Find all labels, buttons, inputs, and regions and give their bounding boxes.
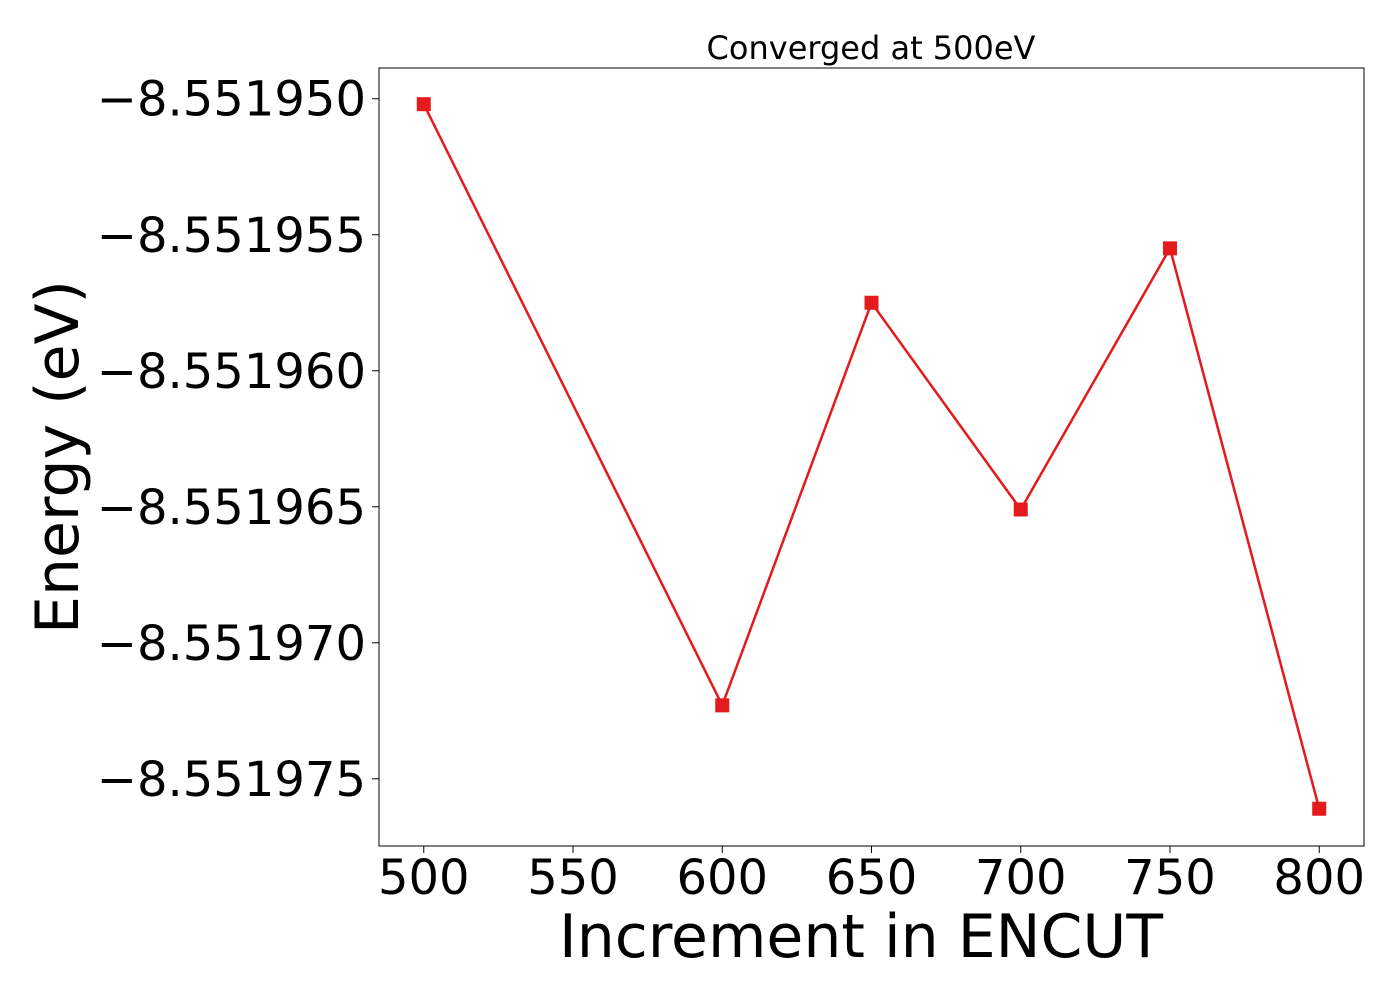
chart-title: Converged at 500eV <box>707 29 1036 67</box>
y-tick-label: −8.551955 <box>97 208 366 264</box>
y-tick-label: −8.551950 <box>97 72 366 128</box>
x-tick-label: 800 <box>1273 850 1365 906</box>
y-tick-label: −8.551970 <box>97 616 366 672</box>
x-tick-label: 600 <box>676 850 768 906</box>
y-tick-label: −8.551975 <box>97 752 366 808</box>
data-point-marker <box>1162 241 1177 256</box>
y-tick-label: −8.551960 <box>97 344 366 400</box>
data-point-marker <box>1312 801 1327 816</box>
x-tick-label: 700 <box>975 850 1067 906</box>
series-layer <box>416 97 1327 816</box>
x-tick-label: 550 <box>527 850 619 906</box>
x-tick-label: 650 <box>826 850 918 906</box>
y-tick-label: −8.551965 <box>97 480 366 536</box>
y-axis-label: Energy (eV) <box>23 280 93 634</box>
y-axis-ticks: −8.551950 −8.551955 −8.551960 −8.551965 −8.5… <box>97 72 379 808</box>
x-tick-label: 500 <box>378 850 470 906</box>
data-point-marker <box>1013 502 1028 517</box>
x-axis-label: Increment in ENCUT <box>559 902 1163 972</box>
data-point-marker <box>416 97 431 112</box>
plot-frame <box>378 67 1365 847</box>
data-point-marker <box>864 295 879 310</box>
x-axis-ticks: 500 550 600 650 700 750 800 <box>378 846 1365 906</box>
data-point-marker <box>715 698 730 713</box>
x-tick-label: 750 <box>1124 850 1216 906</box>
series-line <box>422 103 1321 810</box>
